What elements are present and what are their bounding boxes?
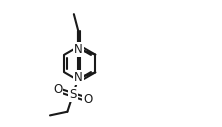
Text: O: O <box>83 93 93 106</box>
Text: S: S <box>69 88 77 101</box>
Text: N: N <box>74 43 83 56</box>
Text: O: O <box>53 83 62 96</box>
Text: N: N <box>74 71 83 84</box>
